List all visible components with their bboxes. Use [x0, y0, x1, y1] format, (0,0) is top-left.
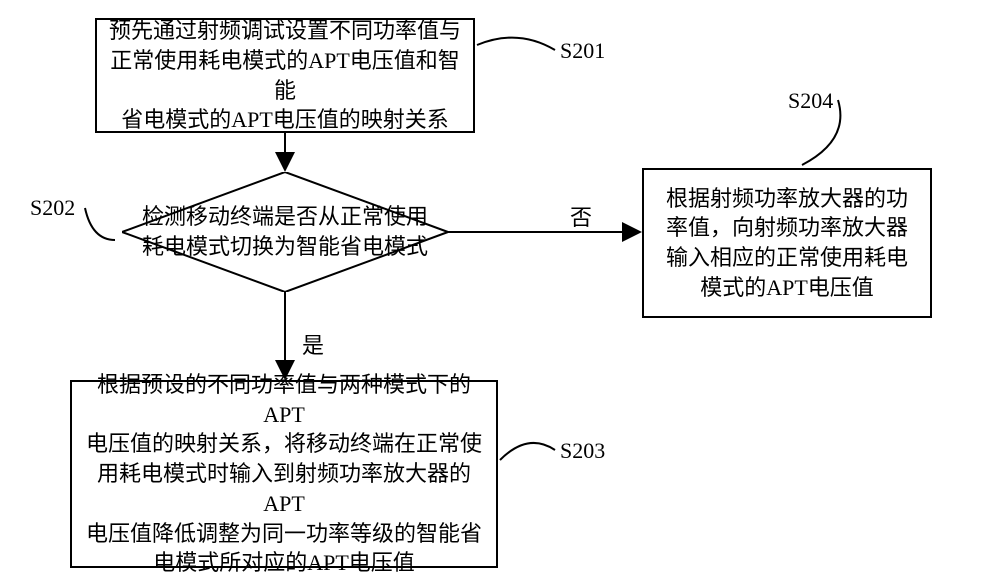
node-s203-text: 根据预设的不同功率值与两种模式下的APT电压值的映射关系，将移动终端在正常使用耗…: [84, 370, 484, 578]
edge-label-no: 否: [570, 200, 592, 232]
node-s204-text: 根据射频功率放大器的功率值，向射频功率放大器输入相应的正常使用耗电模式的APT电…: [666, 184, 908, 303]
node-s203: 根据预设的不同功率值与两种模式下的APT电压值的映射关系，将移动终端在正常使用耗…: [70, 380, 498, 568]
edge-label-yes: 是: [302, 328, 324, 360]
label-s203: S203: [560, 438, 605, 464]
node-s202-text: 检测移动终端是否从正常使用耗电模式切换为智能省电模式: [142, 202, 428, 261]
node-s201: 预先通过射频调试设置不同功率值与正常使用耗电模式的APT电压值和智能省电模式的A…: [95, 18, 475, 133]
node-s201-text: 预先通过射频调试设置不同功率值与正常使用耗电模式的APT电压值和智能省电模式的A…: [109, 16, 461, 135]
label-s204: S204: [788, 88, 833, 114]
node-s204: 根据射频功率放大器的功率值，向射频功率放大器输入相应的正常使用耗电模式的APT电…: [642, 168, 932, 318]
label-s202: S202: [30, 195, 75, 221]
label-s201: S201: [560, 38, 605, 64]
node-s202: 检测移动终端是否从正常使用耗电模式切换为智能省电模式: [122, 172, 448, 292]
